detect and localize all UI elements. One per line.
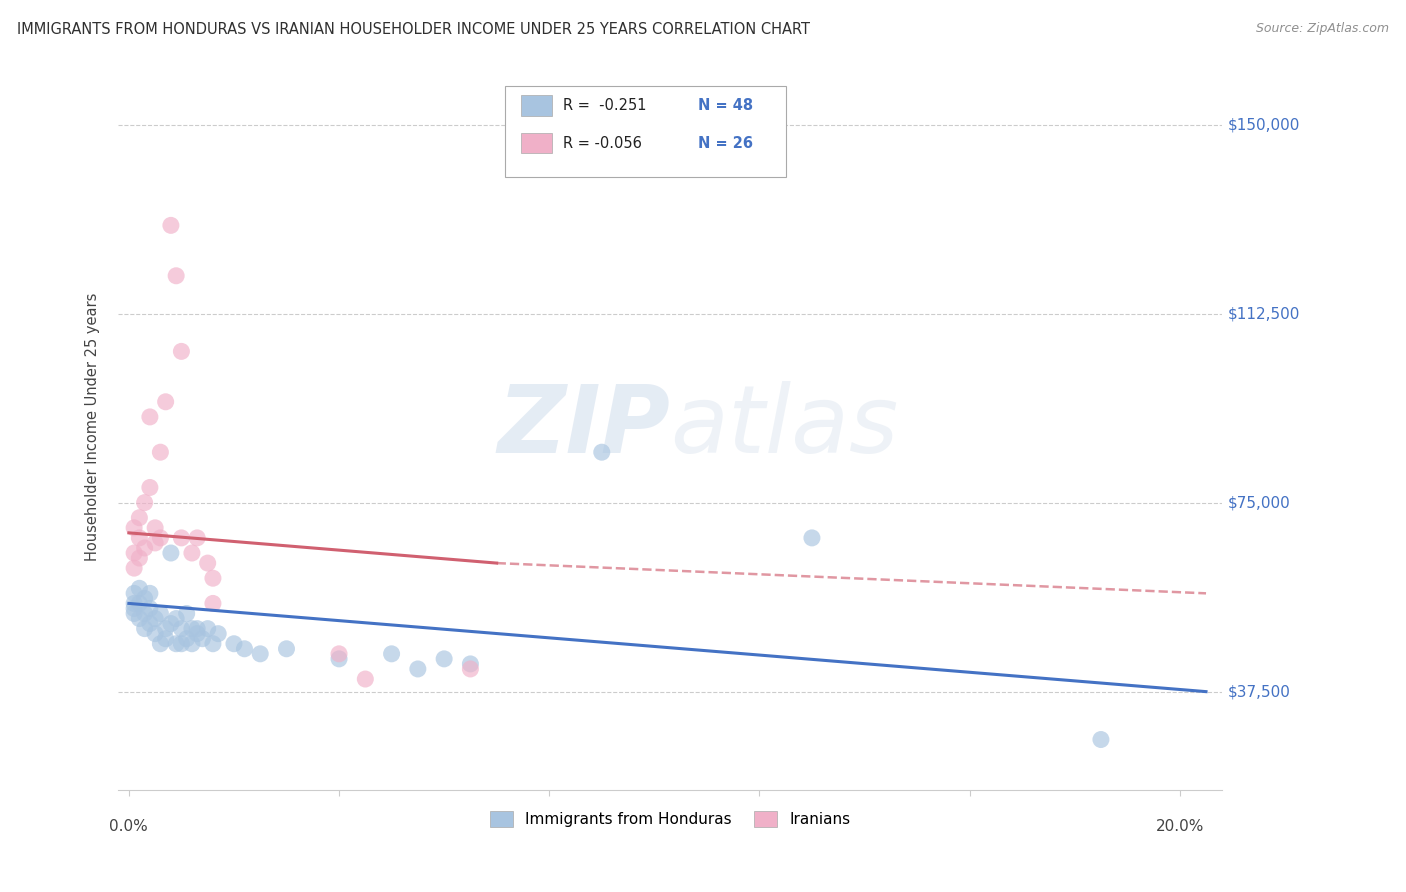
Point bbox=[197, 556, 219, 570]
Text: 20.0%: 20.0% bbox=[1156, 819, 1204, 834]
Point bbox=[460, 662, 482, 676]
Point bbox=[143, 611, 166, 625]
Point bbox=[176, 632, 198, 646]
Point bbox=[165, 637, 187, 651]
Point bbox=[155, 394, 177, 409]
Point bbox=[149, 531, 172, 545]
Point bbox=[128, 510, 150, 524]
Text: atlas: atlas bbox=[671, 382, 898, 473]
Point bbox=[186, 626, 208, 640]
Point bbox=[128, 611, 150, 625]
Point bbox=[128, 596, 150, 610]
Text: IMMIGRANTS FROM HONDURAS VS IRANIAN HOUSEHOLDER INCOME UNDER 25 YEARS CORRELATIO: IMMIGRANTS FROM HONDURAS VS IRANIAN HOUS… bbox=[17, 22, 810, 37]
Text: Source: ZipAtlas.com: Source: ZipAtlas.com bbox=[1256, 22, 1389, 36]
Point bbox=[186, 622, 208, 636]
Point bbox=[170, 531, 193, 545]
Point bbox=[233, 641, 256, 656]
Point bbox=[122, 521, 145, 535]
Point bbox=[201, 637, 224, 651]
Legend: Immigrants from Honduras, Iranians: Immigrants from Honduras, Iranians bbox=[484, 805, 856, 833]
Point bbox=[128, 551, 150, 566]
Point bbox=[122, 561, 145, 575]
Point bbox=[149, 637, 172, 651]
Point bbox=[381, 647, 404, 661]
Text: $37,500: $37,500 bbox=[1227, 684, 1291, 699]
Point bbox=[134, 495, 156, 509]
Text: N = 48: N = 48 bbox=[697, 98, 752, 113]
Point bbox=[134, 622, 156, 636]
Point bbox=[139, 586, 162, 600]
Point bbox=[406, 662, 429, 676]
FancyBboxPatch shape bbox=[522, 133, 553, 153]
Text: $150,000: $150,000 bbox=[1227, 117, 1299, 132]
Point bbox=[328, 652, 350, 666]
Point bbox=[354, 672, 377, 686]
Point bbox=[328, 647, 350, 661]
Point bbox=[143, 626, 166, 640]
Text: R = -0.056: R = -0.056 bbox=[562, 136, 643, 151]
Point bbox=[139, 616, 162, 631]
Point bbox=[160, 219, 183, 233]
Point bbox=[139, 481, 162, 495]
Point bbox=[191, 632, 214, 646]
Point bbox=[139, 409, 162, 424]
Point bbox=[143, 521, 166, 535]
Point bbox=[591, 445, 613, 459]
Point bbox=[460, 657, 482, 671]
Point bbox=[122, 596, 145, 610]
Point bbox=[134, 591, 156, 606]
Point bbox=[122, 607, 145, 621]
Text: $75,000: $75,000 bbox=[1227, 495, 1291, 510]
Text: N = 26: N = 26 bbox=[697, 136, 752, 151]
Point bbox=[143, 536, 166, 550]
Point bbox=[170, 637, 193, 651]
Point bbox=[128, 582, 150, 596]
Point bbox=[249, 647, 271, 661]
Point bbox=[176, 607, 198, 621]
Point bbox=[160, 546, 183, 560]
Point bbox=[207, 626, 229, 640]
Point bbox=[122, 586, 145, 600]
Point bbox=[128, 531, 150, 545]
Point bbox=[149, 445, 172, 459]
Point bbox=[276, 641, 298, 656]
Point bbox=[197, 622, 219, 636]
Point bbox=[1090, 732, 1112, 747]
Point bbox=[800, 531, 823, 545]
Text: $112,500: $112,500 bbox=[1227, 306, 1299, 321]
Point bbox=[134, 541, 156, 555]
Point bbox=[433, 652, 456, 666]
FancyBboxPatch shape bbox=[505, 86, 786, 177]
Point bbox=[160, 616, 183, 631]
Point bbox=[170, 344, 193, 359]
Text: R =  -0.251: R = -0.251 bbox=[562, 98, 647, 113]
FancyBboxPatch shape bbox=[522, 95, 553, 116]
Text: ZIP: ZIP bbox=[498, 381, 671, 473]
Point bbox=[122, 601, 145, 615]
Point bbox=[134, 607, 156, 621]
Point bbox=[155, 632, 177, 646]
Point bbox=[201, 571, 224, 585]
Point bbox=[170, 622, 193, 636]
Point bbox=[180, 622, 202, 636]
Point bbox=[201, 596, 224, 610]
Y-axis label: Householder Income Under 25 years: Householder Income Under 25 years bbox=[86, 293, 100, 561]
Point bbox=[155, 622, 177, 636]
Point bbox=[139, 601, 162, 615]
Point bbox=[180, 637, 202, 651]
Point bbox=[165, 611, 187, 625]
Text: 0.0%: 0.0% bbox=[110, 819, 148, 834]
Point bbox=[165, 268, 187, 283]
Point bbox=[222, 637, 245, 651]
Point bbox=[122, 546, 145, 560]
Point bbox=[149, 607, 172, 621]
Point bbox=[180, 546, 202, 560]
Point bbox=[186, 531, 208, 545]
